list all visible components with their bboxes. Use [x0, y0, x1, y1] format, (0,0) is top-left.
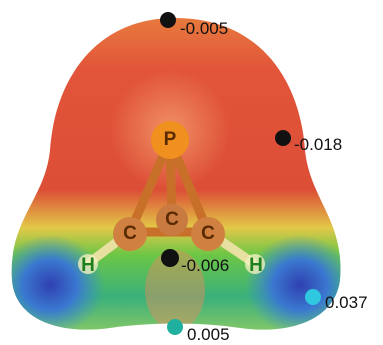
- atom-label: C: [201, 223, 215, 244]
- critical-point: [161, 249, 179, 267]
- atom-label: H: [81, 255, 95, 276]
- potential-label: -0.006: [181, 256, 229, 275]
- critical-point: [160, 12, 176, 28]
- potential-label: -0.005: [180, 19, 228, 38]
- atom-label: P: [164, 129, 177, 150]
- atom-label: C: [165, 209, 179, 230]
- potential-label: -0.018: [294, 135, 342, 154]
- critical-point: [275, 130, 291, 146]
- critical-point: [305, 289, 321, 305]
- atom-label: C: [123, 223, 137, 244]
- potential-label: 0.005: [187, 325, 230, 344]
- critical-point: [167, 319, 183, 335]
- esp-map: P C C C H H -0.005 -0.018 -0.006 0.037 0…: [0, 0, 383, 345]
- atom-label: H: [249, 255, 263, 276]
- potential-label: 0.037: [325, 293, 368, 312]
